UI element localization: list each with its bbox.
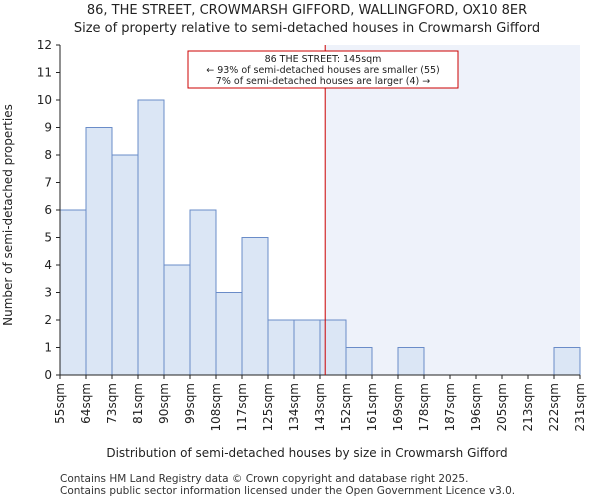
y-tick-label: 4 <box>44 258 52 272</box>
y-tick-label: 5 <box>44 231 52 245</box>
annotation-box <box>187 50 459 89</box>
bar-99sqm <box>189 209 217 376</box>
footer-line-1: Contains HM Land Registry data © Crown c… <box>60 473 469 485</box>
bar-81sqm <box>137 99 165 376</box>
annotation-line-3: 7% of semi-detached houses are larger (4… <box>216 76 430 87</box>
x-tick-label: 178sqm <box>417 383 431 431</box>
y-tick-label: 3 <box>44 286 52 300</box>
y-tick-label: 11 <box>37 66 52 80</box>
x-axis-label: Distribution of semi-detached houses by … <box>106 446 507 460</box>
chart-title: 86, THE STREET, CROWMARSH GIFFORD, WALLI… <box>87 3 527 18</box>
x-tick-label: 143sqm <box>313 383 327 431</box>
x-tick-label: 108sqm <box>209 383 223 431</box>
footer-line-2: Contains public sector information licen… <box>60 485 516 497</box>
y-tick-label: 1 <box>44 341 52 355</box>
bar-143sqm <box>319 319 347 376</box>
y-tick-label: 6 <box>44 203 52 217</box>
y-tick-label: 9 <box>44 121 52 135</box>
x-tick-label: 117sqm <box>235 383 249 431</box>
larger-properties-region <box>325 45 580 375</box>
annotation-line-1: 86 THE STREET: 145sqm <box>265 54 382 65</box>
bar-134sqm <box>293 319 321 376</box>
x-tick-label: 231sqm <box>573 383 587 431</box>
y-tick-label: 2 <box>44 313 52 327</box>
bar-125sqm <box>267 319 295 376</box>
x-tick-label: 213sqm <box>521 383 535 431</box>
x-tick-label: 161sqm <box>365 383 379 431</box>
bar-55sqm <box>59 209 87 376</box>
y-tick-label: 0 <box>44 368 52 382</box>
bar-73sqm <box>111 154 139 376</box>
bar-64sqm <box>85 127 113 376</box>
y-tick-label: 12 <box>37 38 52 52</box>
bar-152sqm <box>345 347 373 376</box>
x-tick-label: 152sqm <box>339 383 353 431</box>
y-axis-label: Number of semi-detached properties <box>1 104 15 326</box>
x-tick-label: 187sqm <box>443 383 457 431</box>
x-tick-label: 64sqm <box>79 383 93 424</box>
annotation-line-2: ← 93% of semi-detached houses are smalle… <box>206 65 440 76</box>
bar-108sqm <box>215 292 243 376</box>
x-tick-label: 99sqm <box>183 383 197 424</box>
x-tick-label: 205sqm <box>495 383 509 431</box>
chart-subtitle: Size of property relative to semi-detach… <box>74 21 540 36</box>
bar-90sqm <box>163 264 191 376</box>
bar-117sqm <box>241 237 269 376</box>
x-tick-label: 222sqm <box>547 383 561 431</box>
x-tick-label: 90sqm <box>157 383 171 424</box>
x-tick-label: 169sqm <box>391 383 405 431</box>
y-tick-label: 7 <box>44 176 52 190</box>
x-tick-label: 196sqm <box>469 383 483 431</box>
x-tick-label: 134sqm <box>287 383 301 431</box>
x-tick-label: 73sqm <box>105 383 119 424</box>
y-tick-label: 8 <box>44 148 52 162</box>
x-tick-label: 81sqm <box>131 383 145 424</box>
y-tick-label: 10 <box>37 93 52 107</box>
x-tick-label: 125sqm <box>261 383 275 431</box>
bar-222sqm <box>553 347 581 376</box>
x-tick-label: 55sqm <box>53 383 67 424</box>
bar-169sqm <box>397 347 425 376</box>
